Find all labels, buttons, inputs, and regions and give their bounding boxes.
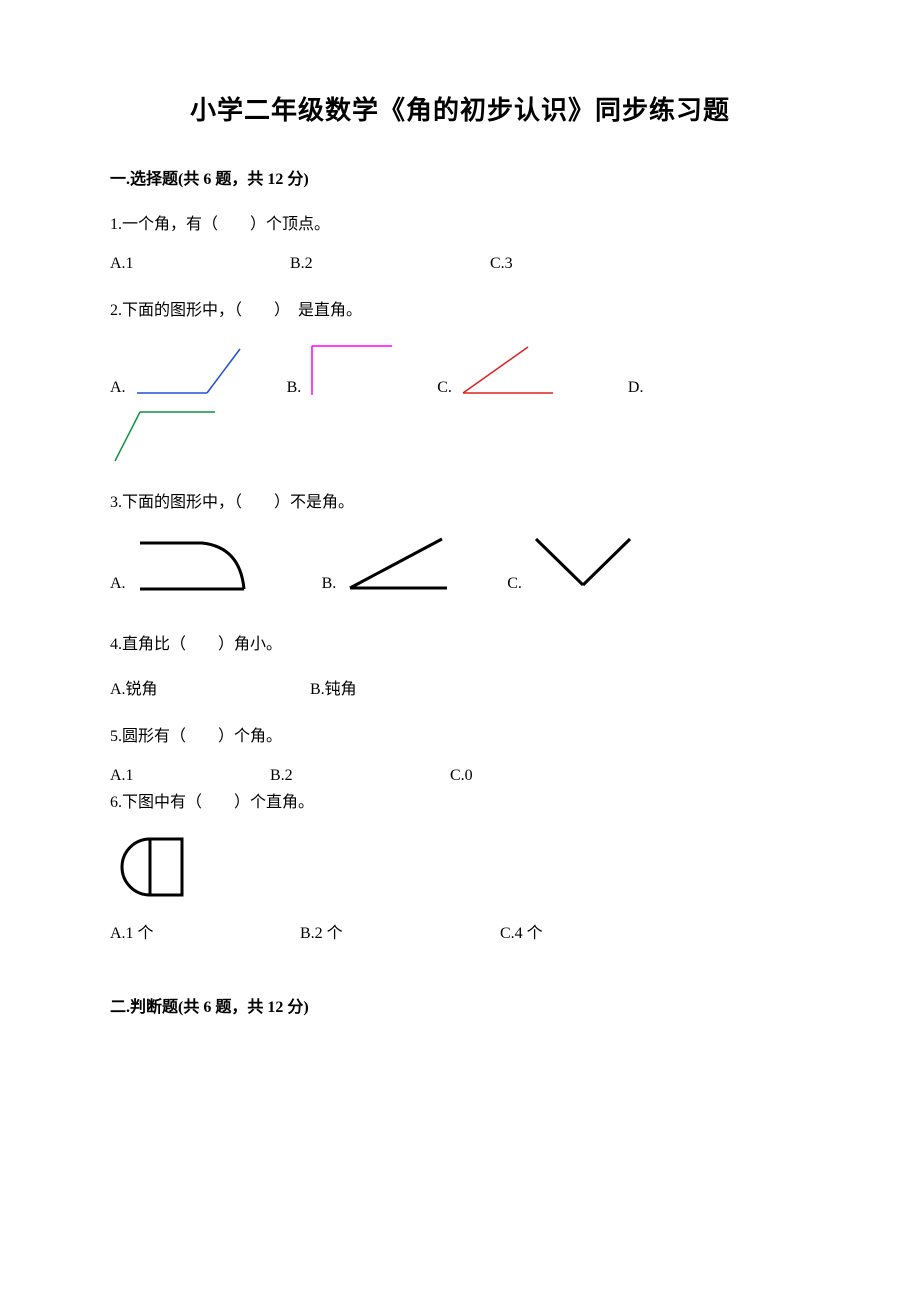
- q1-optA: A.1: [110, 255, 290, 273]
- curve-shape-icon: [132, 533, 252, 593]
- q3-optB: B.: [322, 533, 453, 593]
- q2-optC-label: C.: [437, 379, 452, 397]
- q2-options-row1: A. B. C. D.: [110, 341, 810, 397]
- q3-text: 3.下面的图形中，（ ）不是角。: [110, 491, 810, 515]
- q3-optC: C.: [507, 533, 638, 593]
- angle-obtuse-icon: [132, 341, 242, 397]
- section1-heading: 一.选择题(共 6 题，共 12 分): [110, 165, 810, 189]
- q2-text: 2.下面的图形中，（ ） 是直角。: [110, 299, 810, 323]
- q5-optA: A.1: [110, 767, 270, 785]
- q1-options: A.1 B.2 C.3: [110, 255, 810, 273]
- q2-optB: B.: [287, 341, 398, 397]
- q6-optB: B.2 个: [300, 919, 500, 943]
- q2-optD-label: D.: [628, 379, 644, 397]
- q3-optC-label: C.: [507, 575, 522, 593]
- q2-optC: C.: [437, 341, 558, 397]
- q2-optB-label: B.: [287, 379, 302, 397]
- q5-optB: B.2: [270, 767, 450, 785]
- q4-optB: B.钝角: [310, 675, 357, 699]
- q6-figure: [110, 833, 810, 899]
- q5-optC: C.0: [450, 767, 473, 785]
- angle-right-icon: [307, 341, 397, 397]
- q4-optA: A.锐角: [110, 675, 310, 699]
- q3-options: A. B. C.: [110, 533, 810, 593]
- q2-optA-label: A.: [110, 379, 126, 397]
- angle-obtuse2-icon: [110, 407, 220, 463]
- q4-text: 4.直角比（ ）角小。: [110, 633, 810, 657]
- q5-text: 5.圆形有（ ）个角。: [110, 725, 810, 749]
- section2-heading: 二.判断题(共 6 题，共 12 分): [110, 993, 810, 1017]
- q6-options: A.1 个 B.2 个 C.4 个: [110, 919, 810, 943]
- page-title: 小学二年级数学《角的初步认识》同步练习题: [110, 90, 810, 127]
- angle-acute-icon: [458, 341, 558, 397]
- half-stadium-icon: [110, 833, 190, 899]
- q6-optA: A.1 个: [110, 919, 300, 943]
- q4-options: A.锐角 B.钝角: [110, 675, 810, 699]
- q1-optC: C.3: [490, 255, 513, 273]
- q1-optB: B.2: [290, 255, 490, 273]
- angle-acute2-icon: [342, 533, 452, 593]
- q2-optA: A.: [110, 341, 242, 397]
- q2-optD: D.: [628, 379, 650, 397]
- q3-optA-label: A.: [110, 575, 126, 593]
- q6-text: 6.下图中有（ ）个直角。: [110, 791, 810, 815]
- q3-optA: A.: [110, 533, 252, 593]
- q2-optD-figure-row: [110, 407, 810, 463]
- angle-v-icon: [528, 533, 638, 593]
- q5-options: A.1 B.2 C.0: [110, 767, 810, 785]
- q6-optC: C.4 个: [500, 919, 543, 943]
- page: 小学二年级数学《角的初步认识》同步练习题 一.选择题(共 6 题，共 12 分)…: [0, 0, 920, 1101]
- q3-optB-label: B.: [322, 575, 337, 593]
- q1-text: 1.一个角，有（ ）个顶点。: [110, 213, 810, 237]
